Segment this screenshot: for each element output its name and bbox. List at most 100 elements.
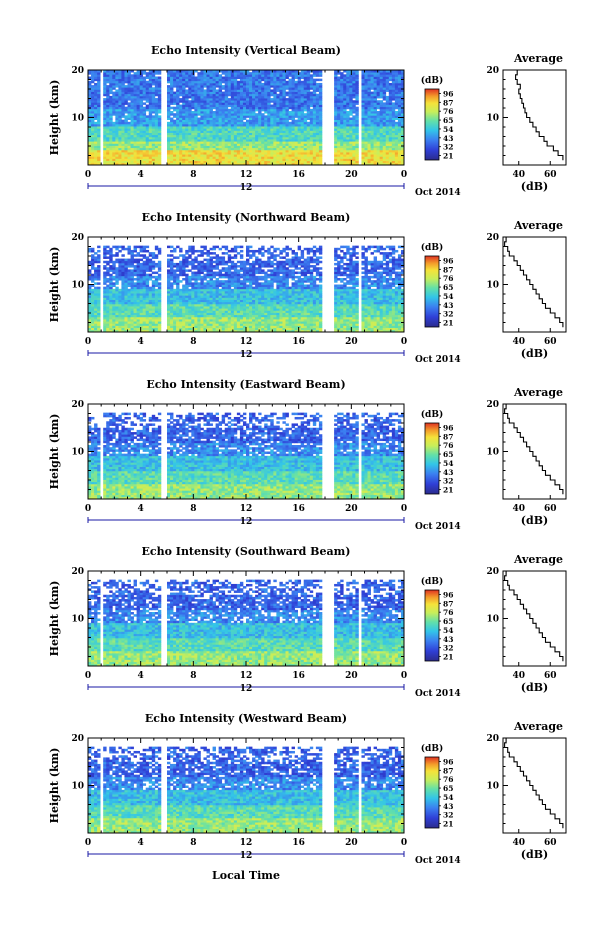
heatmap-cell xyxy=(145,295,150,298)
heatmap-cell xyxy=(279,143,283,146)
heatmap-cell xyxy=(400,130,405,133)
heatmap-cell xyxy=(334,139,338,142)
heatmap-cell xyxy=(130,152,134,155)
heatmap-cell xyxy=(182,85,186,88)
heatmap-cell xyxy=(154,162,159,166)
heatmap-cell xyxy=(142,130,147,133)
heatmap-cell xyxy=(270,89,274,92)
heatmap-cell xyxy=(291,162,295,166)
heatmap-cell xyxy=(121,108,125,112)
heatmap-cell xyxy=(288,132,292,136)
heatmap-cell xyxy=(154,310,159,313)
heatmap-cell xyxy=(312,80,317,84)
heatmap-cell xyxy=(382,104,387,108)
heatmap-cell xyxy=(133,123,137,127)
heatmap-cell xyxy=(127,115,131,118)
heatmap-cell xyxy=(224,154,229,157)
heatmap-cell xyxy=(285,149,289,153)
heatmap-cell xyxy=(200,89,204,92)
heatmap-cell xyxy=(388,130,393,133)
heatmap-cell xyxy=(239,102,244,105)
heatmap-cell xyxy=(382,95,387,99)
heatmap-cell xyxy=(197,132,201,136)
heatmap-cell xyxy=(136,104,141,108)
heatmap-cell xyxy=(109,80,113,84)
heatmap-cell xyxy=(157,93,162,97)
heatmap-cell xyxy=(334,145,338,149)
heatmap-cell xyxy=(340,93,344,97)
heatmap-cell xyxy=(379,130,384,133)
heatmap-cell xyxy=(300,115,305,118)
heatmap-cell xyxy=(288,149,292,153)
heatmap-cell xyxy=(188,78,192,82)
heatmap-cell xyxy=(297,158,302,162)
heatmap-cell xyxy=(340,111,344,114)
heatmap-cell xyxy=(173,115,177,118)
heatmap-cell xyxy=(400,156,405,159)
heatmap-cell xyxy=(276,87,280,90)
heatmap-cell xyxy=(361,72,365,75)
heatmap-cell xyxy=(112,288,116,292)
heatmap-cell xyxy=(267,117,271,121)
heatmap-cell xyxy=(97,139,101,142)
heatmap-cell xyxy=(264,78,268,82)
heatmap-cell xyxy=(276,119,280,123)
heatmap-cell xyxy=(142,139,147,142)
heatmap-cell xyxy=(227,70,232,73)
heatmap-cell xyxy=(191,119,195,123)
heatmap-cell xyxy=(270,74,274,77)
heatmap-cell xyxy=(382,134,387,138)
heatmap-cell xyxy=(130,70,134,73)
heatmap-cell xyxy=(115,93,119,97)
heatmap-cell xyxy=(109,104,113,108)
heatmap-cell xyxy=(194,117,198,121)
heatmap-cell xyxy=(182,141,186,144)
heatmap-cell xyxy=(376,149,381,153)
heatmap-cell xyxy=(249,72,253,75)
heatmap-cell xyxy=(94,282,98,285)
heatmap-cell xyxy=(115,121,119,125)
heatmap-cell xyxy=(385,123,390,127)
heatmap-cell xyxy=(209,78,213,82)
heatmap-cell xyxy=(249,152,253,155)
heatmap-cell xyxy=(221,113,226,116)
heatmap-cell xyxy=(118,72,122,75)
heatmap-cell xyxy=(97,316,101,320)
heatmap-cell xyxy=(258,119,262,123)
heatmap-cell xyxy=(361,119,365,123)
heatmap-cell xyxy=(297,145,302,149)
heatmap-cell xyxy=(148,312,153,316)
heatmap-cell xyxy=(255,87,259,90)
heatmap-cell xyxy=(157,132,162,136)
heatmap-cell xyxy=(170,87,174,90)
heatmap-cell xyxy=(249,130,253,133)
heatmap-cell xyxy=(218,106,223,110)
heatmap-cell xyxy=(218,123,223,127)
heatmap-cell xyxy=(170,117,174,121)
heatmap-cell xyxy=(148,327,153,331)
heatmap-cell xyxy=(367,104,371,108)
heatmap-cell xyxy=(133,128,137,131)
heatmap-cell xyxy=(340,136,344,140)
heatmap-cell xyxy=(315,100,320,103)
heatmap-cell xyxy=(255,93,259,97)
heatmap-cell xyxy=(388,156,393,159)
heatmap-cell xyxy=(382,102,387,105)
heatmap-cell xyxy=(221,93,226,97)
heatmap-cell xyxy=(188,106,192,110)
heatmap-cell xyxy=(312,134,317,138)
heatmap-cell xyxy=(118,297,122,300)
heatmap-cell xyxy=(309,119,314,123)
heatmap-cell xyxy=(118,136,122,140)
heatmap-cell xyxy=(282,147,286,151)
heatmap-cell xyxy=(303,141,308,144)
heatmap-cell xyxy=(227,132,232,136)
heatmap-cell xyxy=(209,123,213,127)
heatmap-cell xyxy=(88,295,92,298)
heatmap-cell xyxy=(346,126,350,129)
heatmap-cell xyxy=(173,113,177,116)
heatmap-cell xyxy=(400,82,405,86)
heatmap-cell xyxy=(391,141,396,144)
heatmap-cell xyxy=(151,154,156,157)
heatmap-cell xyxy=(91,134,95,138)
